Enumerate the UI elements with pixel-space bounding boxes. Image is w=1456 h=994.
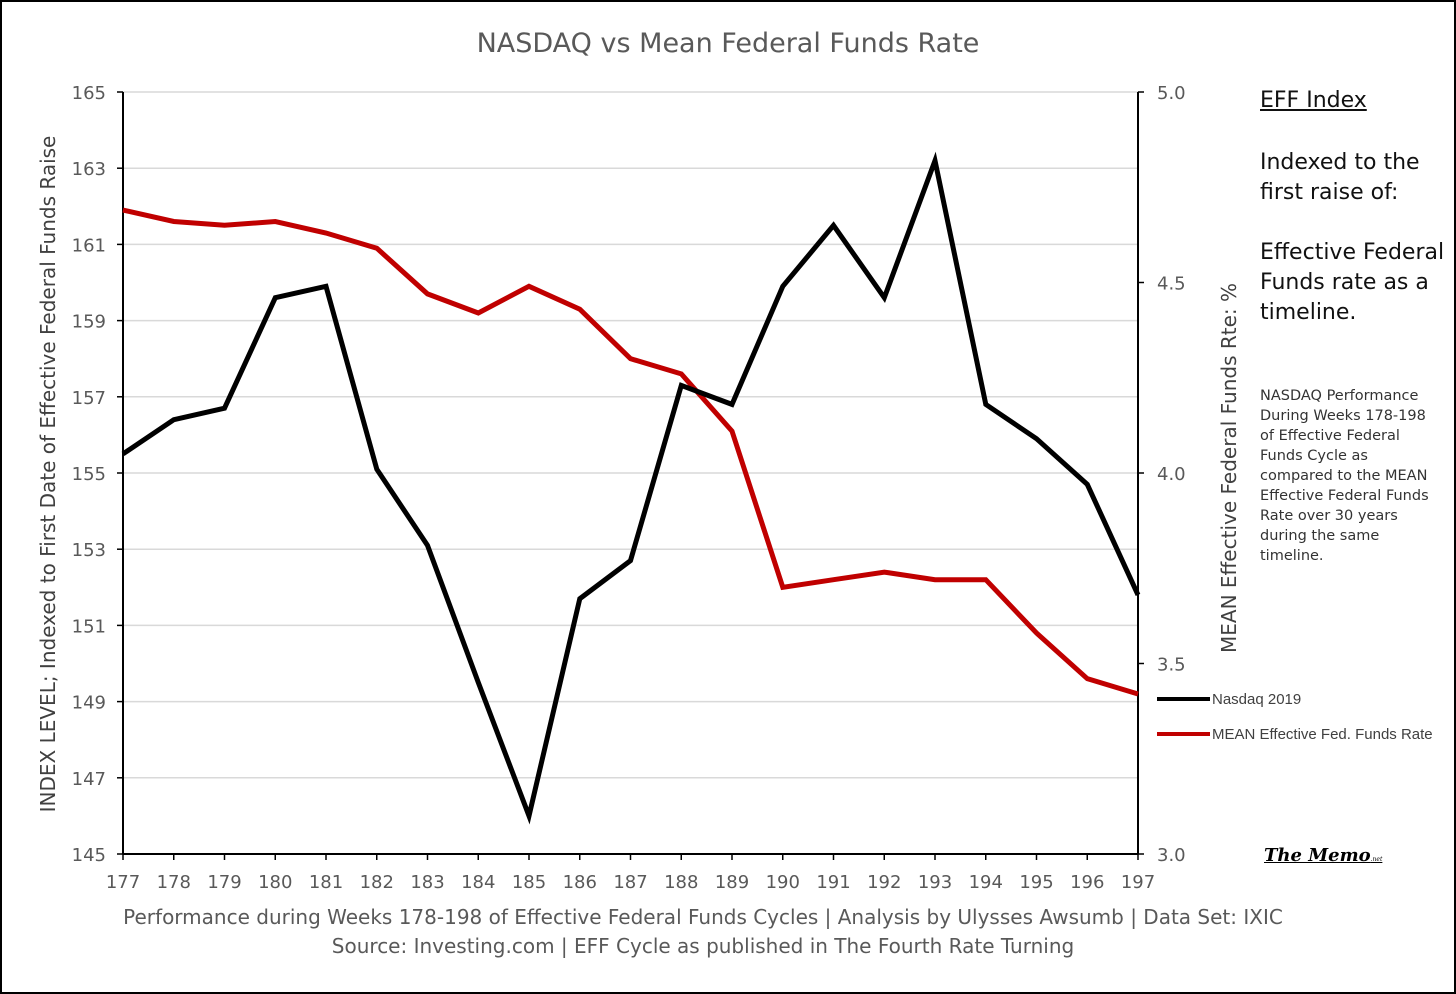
right-tick-label: 3.0 — [1157, 845, 1186, 866]
legend: Nasdaq 2019 MEAN Effective Fed. Funds Ra… — [1157, 691, 1433, 743]
left-tick-label: 145 — [72, 845, 106, 866]
left-tick-label: 151 — [72, 616, 106, 637]
tick-labels: 145 147 149 151 153 155 157 159 161 163 165 3.0 3.5 4… — [72, 83, 1186, 893]
x-tick-label: 183 — [410, 872, 444, 893]
x-tick-label: 180 — [258, 872, 292, 893]
x-tick-label: 185 — [512, 872, 546, 893]
left-tick-label: 163 — [72, 159, 106, 180]
x-tick-label: 194 — [969, 872, 1003, 893]
x-tick-label: 196 — [1070, 872, 1104, 893]
side-note: NASDAQ Performance During Weeks 178-198 … — [1260, 388, 1429, 564]
x-tick-label: 187 — [613, 872, 647, 893]
left-tick-label: 147 — [72, 769, 106, 790]
brand-name: The Memo — [1264, 845, 1371, 866]
x-tick-label: 178 — [157, 872, 191, 893]
left-tick-label: 165 — [72, 83, 106, 104]
chart-title: NASDAQ vs Mean Federal Funds Rate — [477, 28, 980, 59]
right-tick-label: 3.5 — [1157, 655, 1186, 676]
x-tick-label: 195 — [1019, 872, 1053, 893]
left-tick-label: 159 — [72, 312, 106, 333]
data-series — [121, 151, 1141, 825]
legend-label-nasdaq: Nasdaq 2019 — [1212, 691, 1301, 708]
x-tick-label: 184 — [461, 872, 495, 893]
brand-suffix: .net — [1370, 856, 1383, 863]
x-tick-label: 190 — [766, 872, 800, 893]
gridlines — [123, 91, 1138, 779]
side-paragraph-1: Indexed to the first raise of: — [1260, 150, 1420, 205]
brand-logo: The Memo.net — [1264, 845, 1382, 866]
footer-line-2: Source: Investing.com | EFF Cycle as pub… — [332, 934, 1074, 958]
side-heading: EFF Index — [1260, 88, 1367, 113]
x-tick-label: 181 — [309, 872, 343, 893]
left-tick-label: 155 — [72, 464, 106, 485]
right-axis-title: MEAN Effective Federal Funds Rte: % — [1217, 283, 1241, 653]
series-line-nasdaq — [121, 151, 1141, 825]
left-tick-label: 161 — [72, 235, 106, 256]
right-tick-label: 4.5 — [1157, 274, 1186, 295]
x-tick-label: 192 — [867, 872, 901, 893]
series-line-eff — [122, 207, 1139, 697]
legend-label-eff: MEAN Effective Fed. Funds Rate — [1212, 726, 1433, 743]
x-tick-label: 191 — [816, 872, 850, 893]
left-tick-label: 149 — [72, 693, 106, 714]
x-tick-label: 197 — [1121, 872, 1155, 893]
side-paragraph-2: Effective Federal Funds rate as a timeli… — [1260, 240, 1445, 325]
left-axis-title: INDEX LEVEL; Indexed to First Date of Ef… — [36, 136, 60, 813]
right-tick-label: 5.0 — [1157, 83, 1186, 104]
left-tick-label: 153 — [72, 540, 106, 561]
x-tick-label: 177 — [106, 872, 140, 893]
x-tick-label: 179 — [207, 872, 241, 893]
left-tick-label: 157 — [72, 388, 106, 409]
footer-line-1: Performance during Weeks 178-198 of Effe… — [123, 905, 1283, 929]
x-tick-label: 188 — [664, 872, 698, 893]
axes — [117, 91, 1144, 860]
right-tick-label: 4.0 — [1157, 464, 1186, 485]
x-tick-label: 182 — [360, 872, 394, 893]
x-tick-label: 193 — [918, 872, 952, 893]
x-tick-label: 189 — [715, 872, 749, 893]
x-tick-label: 186 — [563, 872, 597, 893]
